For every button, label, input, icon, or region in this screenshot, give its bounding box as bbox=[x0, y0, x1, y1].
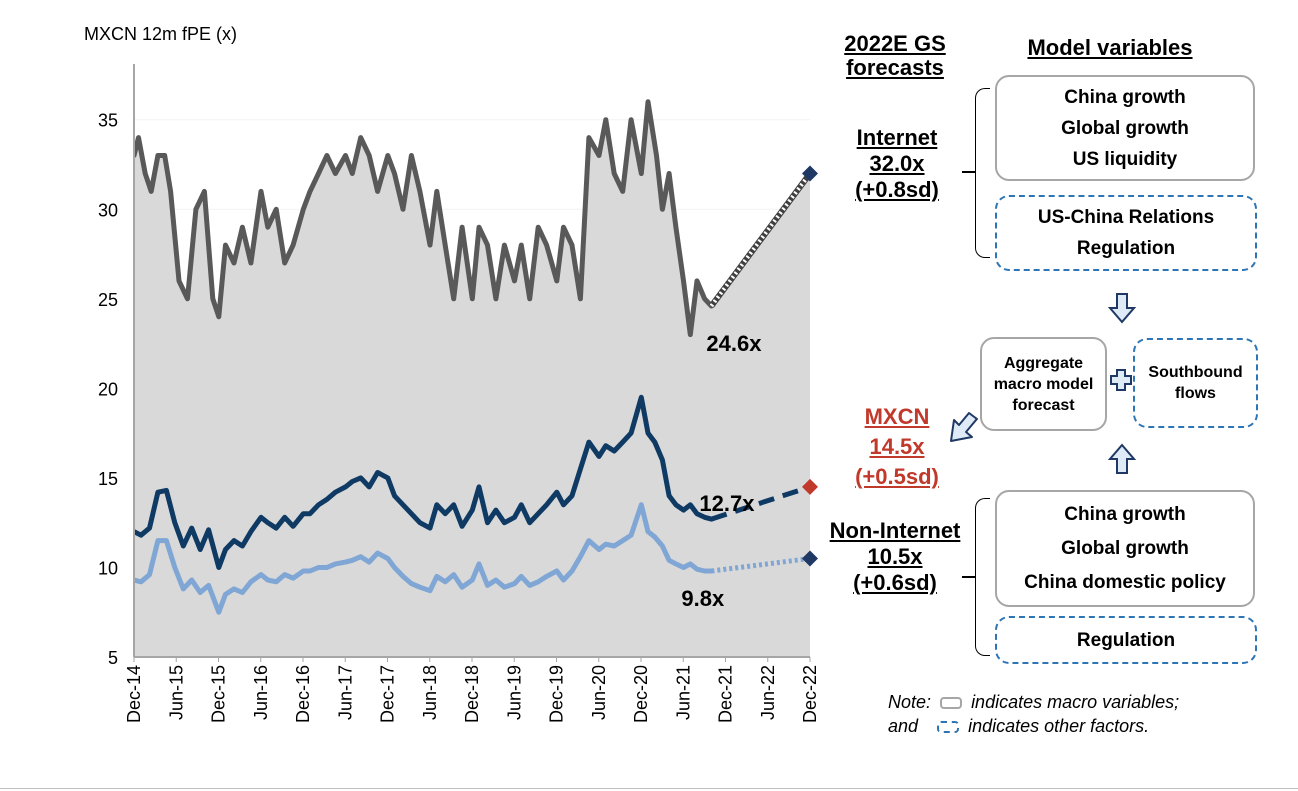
aggregate-line: forecast bbox=[1012, 396, 1075, 414]
down-arrow-icon bbox=[1108, 293, 1136, 324]
non-internet-forecast-value: 10.5x bbox=[867, 544, 923, 569]
x-tick-label: Dec-19 bbox=[547, 665, 567, 723]
non-internet-brace-tick bbox=[962, 576, 976, 578]
chart-title: MXCN 12m fPE (x) bbox=[84, 24, 237, 44]
internet-other-item: Regulation bbox=[1076, 238, 1176, 259]
internet-brace bbox=[975, 88, 990, 258]
y-tick-label: 30 bbox=[98, 200, 118, 220]
legend-note: Note: indicates macro variables; and ind… bbox=[888, 690, 1179, 738]
non-internet-brace bbox=[975, 498, 990, 656]
data-labels: 24.6x 12.7x 9.8x bbox=[681, 331, 762, 611]
x-tick-label: Dec-18 bbox=[462, 665, 482, 723]
internet-forecast: Internet 32.0x (+0.8sd) bbox=[828, 125, 966, 203]
internet-forecast-sd: (+0.8sd) bbox=[855, 177, 939, 202]
projection-non-internet bbox=[711, 556, 811, 574]
projection-mxcn-marker bbox=[802, 478, 818, 495]
y-tick-label: 35 bbox=[98, 111, 118, 131]
aggregate-box: Aggregate macro model forecast bbox=[980, 337, 1107, 431]
x-tick-label: Dec-17 bbox=[378, 665, 398, 723]
non-internet-macro-item: China domestic policy bbox=[1024, 571, 1226, 593]
southbound-box: Southbound flows bbox=[1133, 338, 1258, 428]
shaded-area bbox=[134, 101, 810, 658]
projection-non-internet-marker bbox=[802, 550, 818, 567]
y-tick-label: 5 bbox=[108, 648, 118, 668]
internet-forecast-value: 32.0x bbox=[869, 151, 925, 176]
projection-internet-marker bbox=[802, 165, 818, 182]
x-tick-label: Jun-15 bbox=[166, 665, 186, 720]
non-internet-forecast-name: Non-Internet bbox=[829, 518, 961, 543]
forecasts-header: 2022E GS forecasts bbox=[818, 32, 972, 80]
y-tick-labels: 5 10 15 20 25 30 35 bbox=[98, 111, 118, 668]
forecasts-header-line2: forecasts bbox=[846, 55, 944, 80]
non-internet-macro-item: China growth bbox=[1064, 503, 1186, 525]
mxcn-forecast-sd: (+0.5sd) bbox=[855, 464, 939, 489]
internet-macro-item: Global growth bbox=[1061, 117, 1189, 139]
series-line-mxcn bbox=[134, 394, 714, 570]
aggregate-line: macro model bbox=[993, 375, 1094, 393]
internet-forecast-name: Internet bbox=[856, 125, 938, 150]
macro-box-icon bbox=[940, 697, 963, 710]
series-line-non-internet bbox=[134, 502, 714, 615]
aggregate-line: Aggregate bbox=[1003, 354, 1084, 372]
bottom-rule bbox=[0, 788, 1298, 789]
internet-brace-tick bbox=[962, 171, 976, 173]
x-tick-label: Jun-22 bbox=[758, 665, 778, 720]
mxcn-forecast: MXCN 14.5x (+0.5sd) bbox=[828, 402, 966, 492]
left-down-arrow-icon bbox=[950, 412, 978, 442]
non-internet-macro-item: Global growth bbox=[1061, 537, 1189, 559]
non-internet-other-box: Regulation bbox=[995, 616, 1257, 664]
data-label-internet: 24.6x bbox=[706, 331, 762, 356]
internet-macro-item: US liquidity bbox=[1072, 148, 1178, 170]
other-box-icon bbox=[937, 721, 960, 734]
forecasts-header-line1: 2022E GS bbox=[844, 31, 946, 56]
note-prefix: Note: bbox=[888, 692, 932, 712]
plus-icon bbox=[1110, 369, 1132, 391]
x-tick-label: Jun-18 bbox=[420, 665, 440, 720]
internet-macro-item: China growth bbox=[1064, 86, 1186, 108]
data-label-mxcn: 12.7x bbox=[699, 491, 755, 516]
y-tick-label: 25 bbox=[98, 290, 118, 310]
non-internet-other-item: Regulation bbox=[1076, 629, 1176, 651]
note-macro-text: indicates macro variables; bbox=[971, 692, 1180, 712]
x-tick-label: Jun-19 bbox=[504, 665, 524, 720]
y-tick-label: 15 bbox=[98, 469, 118, 489]
up-arrow-icon bbox=[1108, 443, 1136, 474]
axes bbox=[133, 64, 811, 662]
model-variables-header: Model variables bbox=[1027, 35, 1193, 60]
series-lines bbox=[134, 99, 714, 615]
southbound-line: Southbound bbox=[1148, 364, 1243, 381]
x-tick-label: Dec-20 bbox=[631, 665, 651, 723]
internet-macro-box: China growth Global growth US liquidity bbox=[995, 75, 1255, 181]
x-tick-label: Jun-17 bbox=[335, 665, 355, 720]
southbound-line: flows bbox=[1175, 385, 1216, 402]
x-tick-label: Dec-21 bbox=[716, 665, 736, 723]
note-other-text: indicates other factors. bbox=[968, 716, 1150, 736]
x-tick-labels: Dec-14 Jun-15 Dec-15 Jun-16 Dec-16 Jun-17 Dec-… bbox=[124, 665, 820, 723]
note-and: and bbox=[888, 716, 919, 736]
x-tick-label: Dec-16 bbox=[293, 665, 313, 723]
internet-other-box: US-China Relations Regulation bbox=[995, 195, 1257, 271]
x-tick-label: Dec-14 bbox=[124, 665, 144, 723]
projection-internet-base bbox=[708, 171, 813, 308]
shaded-region bbox=[134, 101, 810, 658]
non-internet-forecast: Non-Internet 10.5x (+0.6sd) bbox=[812, 518, 978, 596]
y-tick-label: 10 bbox=[98, 558, 118, 578]
data-label-non-internet: 9.8x bbox=[681, 586, 725, 611]
mxcn-forecast-value: 14.5x bbox=[869, 434, 925, 459]
internet-other-item: US-China Relations bbox=[1037, 207, 1215, 228]
series-line-internet bbox=[134, 99, 714, 338]
x-tick-label: Jun-21 bbox=[673, 665, 693, 720]
y-tick-label: 20 bbox=[98, 379, 118, 399]
x-tick-label: Jun-16 bbox=[251, 665, 271, 720]
non-internet-macro-box: China growth Global growth China domesti… bbox=[995, 490, 1255, 607]
x-tick-label: Dec-22 bbox=[800, 665, 820, 723]
x-tick-label: Dec-15 bbox=[209, 665, 229, 723]
projection-mxcn bbox=[710, 484, 811, 522]
x-tick-label: Jun-20 bbox=[589, 665, 609, 720]
non-internet-forecast-sd: (+0.6sd) bbox=[853, 570, 937, 595]
projection-lines bbox=[708, 165, 818, 574]
mxcn-forecast-name: MXCN bbox=[864, 404, 930, 429]
